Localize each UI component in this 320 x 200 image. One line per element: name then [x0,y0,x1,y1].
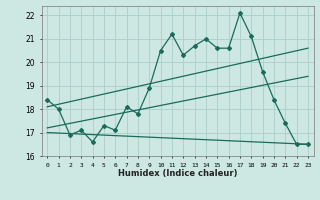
X-axis label: Humidex (Indice chaleur): Humidex (Indice chaleur) [118,169,237,178]
